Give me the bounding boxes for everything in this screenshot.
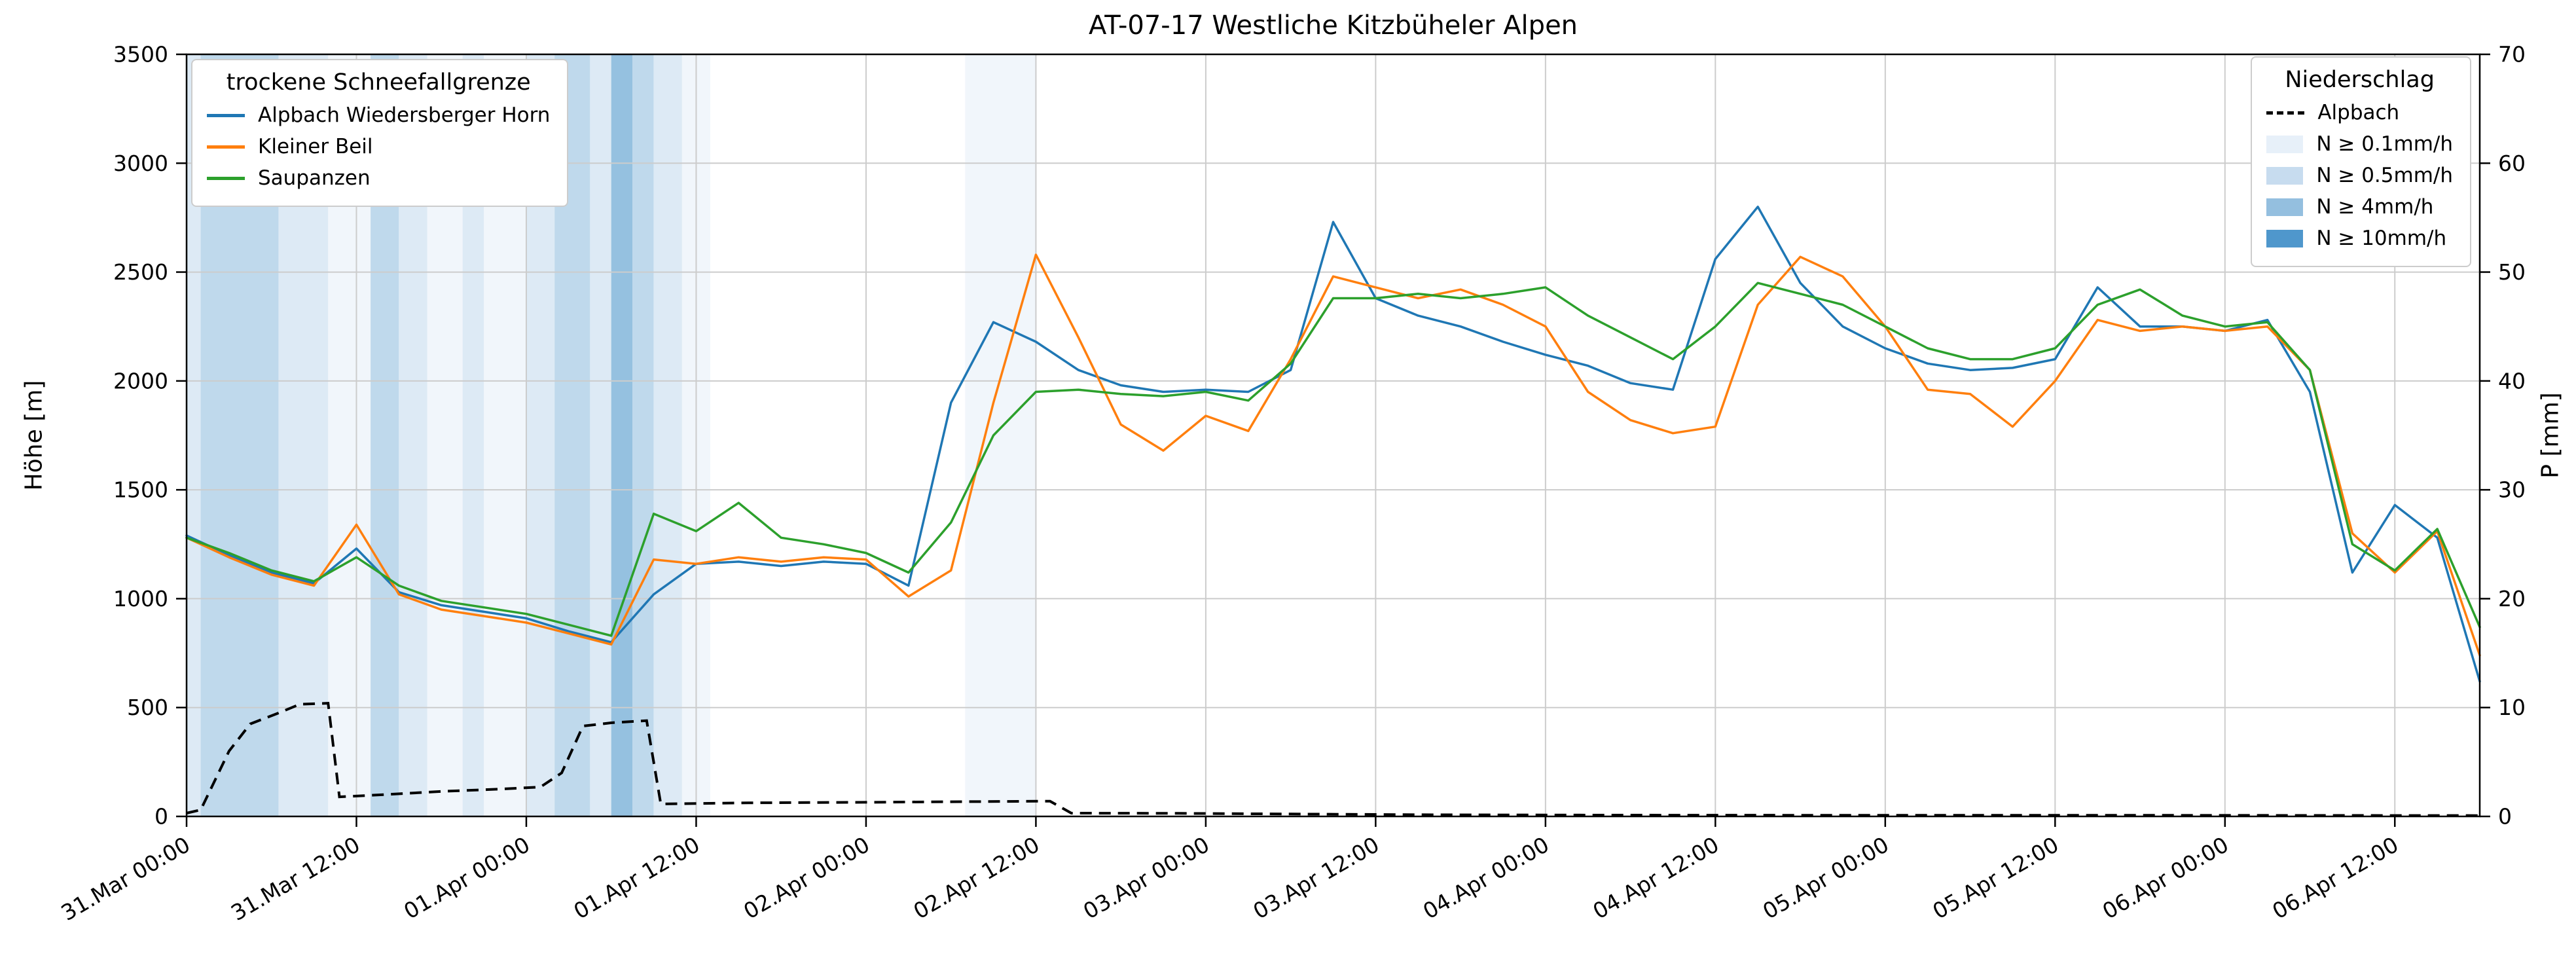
y-left-tick-label: 1500 xyxy=(113,477,168,503)
y-axis-label-right: P [mm] xyxy=(2537,392,2564,479)
legend-item-label: N ≥ 4mm/h xyxy=(2316,195,2434,219)
y-axis-label-left: Höhe [m] xyxy=(20,380,48,491)
legend-item-label: Saupanzen xyxy=(258,166,371,190)
precip-intensity-band xyxy=(632,54,654,816)
legend-item: N ≥ 4mm/h xyxy=(2266,195,2453,219)
snowline-series-alpbach-wiedersberger-horn xyxy=(185,206,2481,683)
legend-precip: Niederschlag Alpbach N ≥ 0.1mm/h N ≥ 0.5mm… xyxy=(2251,56,2471,267)
patch-swatch xyxy=(2266,135,2304,153)
legend-item-label: Alpbach xyxy=(2317,101,2400,124)
legend-item: N ≥ 10mm/h xyxy=(2266,227,2453,250)
legend-item: N ≥ 0.5mm/h xyxy=(2266,164,2453,187)
legend-item-label: N ≥ 10mm/h xyxy=(2316,227,2447,250)
legend-item: Alpbach Wiedersberger Horn xyxy=(207,103,550,127)
plot-border xyxy=(185,53,2481,818)
y-right-tick-label: 20 xyxy=(2498,586,2526,611)
snowline-series-saupanzen xyxy=(185,282,2481,637)
precip-intensity-band xyxy=(611,54,633,816)
x-tick-label: 31.Mar 12:00 xyxy=(227,831,364,926)
precip-intensity-band xyxy=(965,54,1036,816)
precip-line-alpbach xyxy=(186,702,2480,817)
chart-title: AT-07-17 Westliche Kitzbüheler Alpen xyxy=(1088,10,1578,41)
y-left-tick-label: 2000 xyxy=(113,368,168,393)
legend-item-label: Kleiner Beil xyxy=(258,135,373,158)
legend-item: Kleiner Beil xyxy=(207,135,550,158)
y-left-tick-label: 3500 xyxy=(113,42,168,67)
y-left-tick-label: 2500 xyxy=(113,259,168,285)
x-tick-label: 04.Apr 12:00 xyxy=(1588,831,1723,924)
x-tick-label: 05.Apr 00:00 xyxy=(1758,831,1893,924)
legend-snowline-title: trockene Schneefallgrenze xyxy=(226,69,531,96)
y-right-tick-label: 30 xyxy=(2498,477,2526,503)
y-right-tick-label: 60 xyxy=(2498,151,2526,176)
line-swatch xyxy=(207,176,245,180)
legend-precip-title: Niederschlag xyxy=(2285,67,2435,93)
x-tick-label: 03.Apr 12:00 xyxy=(1249,831,1384,924)
y-left-tick-label: 0 xyxy=(154,804,168,830)
legend-item-label: N ≥ 0.5mm/h xyxy=(2316,164,2453,187)
precip-intensity-band xyxy=(590,54,611,816)
legend-item-label: N ≥ 0.1mm/h xyxy=(2316,132,2453,156)
legend-item: N ≥ 0.1mm/h xyxy=(2266,132,2453,156)
x-tick-label: 01.Apr 00:00 xyxy=(399,831,534,924)
x-tick-label: 06.Apr 00:00 xyxy=(2098,831,2233,924)
x-tick-label: 02.Apr 00:00 xyxy=(739,831,874,924)
patch-swatch xyxy=(2266,166,2304,185)
snowline-series-kleiner-beil xyxy=(185,253,2481,657)
y-right-tick-label: 10 xyxy=(2498,695,2526,720)
dashed-line-swatch xyxy=(2266,111,2305,115)
y-left-tick-label: 500 xyxy=(127,695,168,720)
precip-legend-items: Alpbach N ≥ 0.1mm/h N ≥ 0.5mm/h N ≥ 4mm/h N … xyxy=(2266,101,2453,250)
line-swatch xyxy=(207,145,245,149)
x-tick-label: 05.Apr 12:00 xyxy=(1928,831,2063,924)
y-left-tick-label: 3000 xyxy=(113,151,168,176)
y-left-tick-label: 1000 xyxy=(113,586,168,611)
y-right-tick-label: 50 xyxy=(2498,259,2526,285)
x-tick-label: 03.Apr 00:00 xyxy=(1079,831,1214,924)
x-tick-label: 06.Apr 12:00 xyxy=(2268,831,2403,924)
legend-snowline: trockene Schneefallgrenze Alpbach Wieder… xyxy=(191,59,569,207)
patch-swatch xyxy=(2266,198,2304,216)
y-right-tick-label: 70 xyxy=(2498,42,2526,67)
line-swatch xyxy=(207,113,245,117)
precip-intensity-band xyxy=(187,54,201,816)
y-right-tick-label: 40 xyxy=(2498,368,2526,393)
x-tick-label: 02.Apr 12:00 xyxy=(909,831,1044,924)
x-tick-label: 04.Apr 00:00 xyxy=(1419,831,1553,924)
y-right-tick-label: 0 xyxy=(2498,804,2512,830)
snowline-legend-items: Alpbach Wiedersberger Horn Kleiner Beil Sa… xyxy=(207,103,550,190)
x-tick-label: 01.Apr 12:00 xyxy=(570,831,704,924)
legend-item-label: Alpbach Wiedersberger Horn xyxy=(258,103,551,127)
legend-item: Saupanzen xyxy=(207,166,550,190)
patch-swatch xyxy=(2266,229,2304,247)
precip-intensity-band xyxy=(653,54,682,816)
legend-item: Alpbach xyxy=(2266,101,2453,124)
x-tick-label: 31.Mar 00:00 xyxy=(57,831,194,926)
